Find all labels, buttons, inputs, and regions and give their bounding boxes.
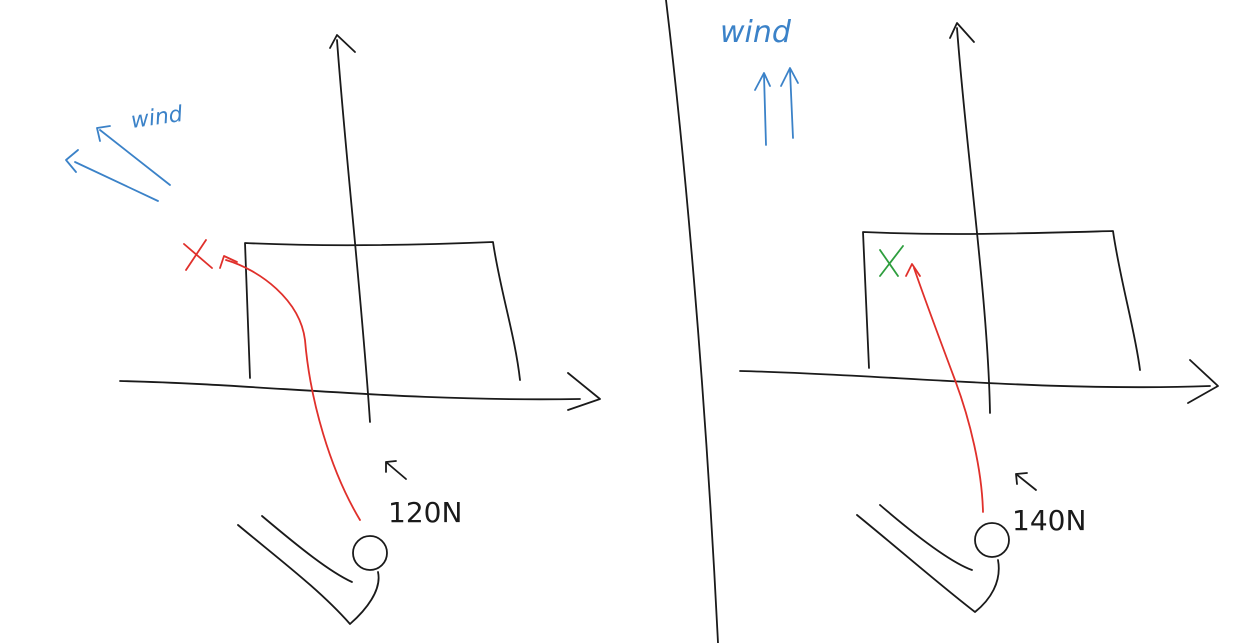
- right-x-axis-arrowhead: [1187, 359, 1219, 404]
- right-force-arrow: [1015, 472, 1037, 491]
- right-y-axis: [956, 27, 991, 414]
- left-force-arrow: [385, 460, 407, 480]
- left-goal-frame: [244, 241, 521, 381]
- left-force-label: 120N: [388, 496, 462, 529]
- right-wind-label: wind: [720, 15, 792, 50]
- left-trajectory-arrowhead: [219, 255, 238, 269]
- right-trajectory-arrowhead: [905, 263, 921, 277]
- left-wind-arrows: [65, 125, 171, 202]
- left-miss-marker: [183, 239, 213, 271]
- right-x-axis: [739, 370, 1211, 389]
- right-trajectory: [913, 267, 984, 513]
- left-kicker-figure: [237, 515, 388, 625]
- right-goal-frame: [862, 230, 1141, 371]
- left-wind-label: wind: [129, 102, 185, 134]
- right-y-axis-arrowhead: [949, 22, 975, 43]
- right-wind-arrows: [754, 67, 799, 146]
- left-x-axis: [119, 380, 581, 401]
- left-y-axis-arrowhead: [329, 34, 356, 53]
- right-panel: wind 140N: [720, 15, 1219, 613]
- left-panel: wind 120N: [65, 34, 601, 625]
- panel-divider: [665, 0, 719, 643]
- right-force-label: 140N: [1012, 504, 1086, 537]
- left-x-axis-arrowhead: [567, 372, 601, 411]
- right-kicker-figure: [856, 504, 1010, 613]
- left-y-axis: [336, 39, 371, 423]
- right-hit-marker: [879, 245, 904, 277]
- left-trajectory: [225, 259, 361, 521]
